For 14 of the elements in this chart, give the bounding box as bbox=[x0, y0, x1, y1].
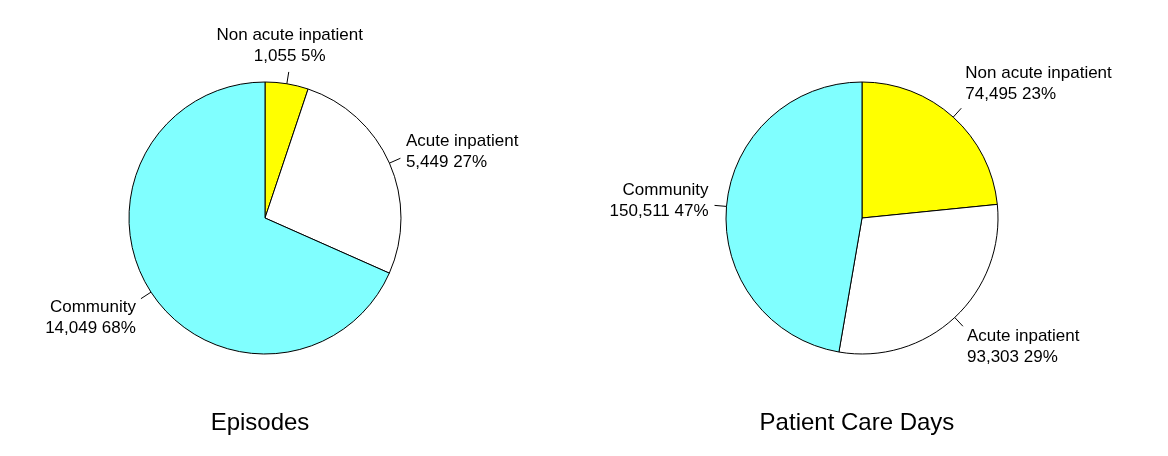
slice-label: Community bbox=[49, 296, 137, 316]
slice-label: Community bbox=[622, 179, 710, 199]
slice-label: Acute inpatient bbox=[967, 325, 1080, 345]
data-label: 5,449 27% bbox=[405, 151, 488, 171]
slice-label: Acute inpatient bbox=[405, 130, 519, 150]
data-label: 74,495 23% bbox=[965, 83, 1057, 103]
slice-label: Non acute inpatient bbox=[965, 62, 1113, 82]
data-label: 14,049 68% bbox=[45, 317, 136, 337]
text: Episodes bbox=[209, 408, 311, 436]
data-label: 150,511 47% bbox=[609, 200, 709, 220]
text: Patient Care Days bbox=[758, 408, 956, 436]
data-label: 1,055 5% bbox=[253, 46, 326, 65]
slice-label: Non acute inpatient bbox=[216, 25, 364, 44]
data-label: 93,303 29% bbox=[967, 346, 1058, 366]
